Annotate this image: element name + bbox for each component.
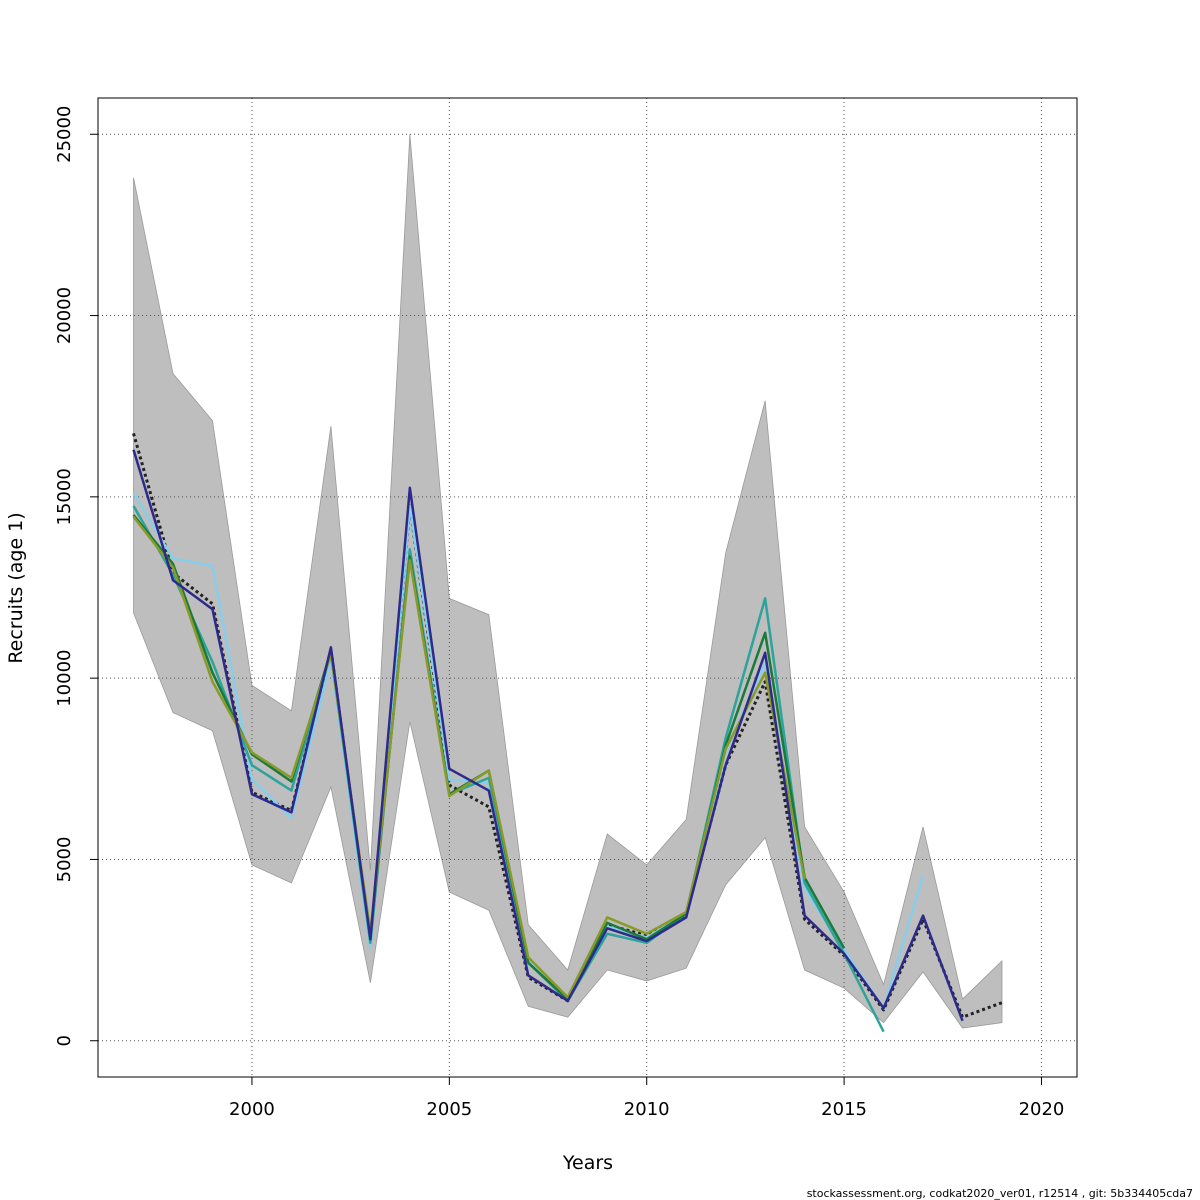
series-line-6 (132, 449, 964, 1022)
y-tick-label: 15000 (54, 468, 75, 525)
x-axis-title: Years (562, 1152, 613, 1174)
confidence-band (133, 134, 1003, 1029)
y-axis: 0 5000 10000 15000 20000 25000 (54, 106, 98, 1046)
confidence-band-layer (133, 134, 1003, 1029)
x-tick-label: 2015 (821, 1099, 867, 1120)
x-tick-label: 2005 (426, 1099, 472, 1120)
y-tick-label: 5000 (54, 837, 75, 883)
y-tick-label: 0 (54, 1035, 75, 1046)
x-tick-label: 2010 (624, 1099, 670, 1120)
footer-caption: stockassessment.org, codkat2020_ver01, r… (807, 1187, 1193, 1200)
y-axis-title: Recruits (age 1) (5, 512, 27, 663)
y-tick-label: 25000 (54, 106, 75, 163)
series-layer (132, 432, 1003, 1033)
x-tick-label: 2020 (1019, 1099, 1065, 1120)
y-tick-label: 20000 (54, 287, 75, 344)
y-tick-label: 10000 (54, 650, 75, 707)
x-tick-label: 2000 (229, 1099, 275, 1120)
plot-frame (97, 97, 1078, 1078)
series-line-5 (132, 516, 806, 999)
x-axis: 2000 2005 2010 2015 2020 (229, 1077, 1064, 1120)
